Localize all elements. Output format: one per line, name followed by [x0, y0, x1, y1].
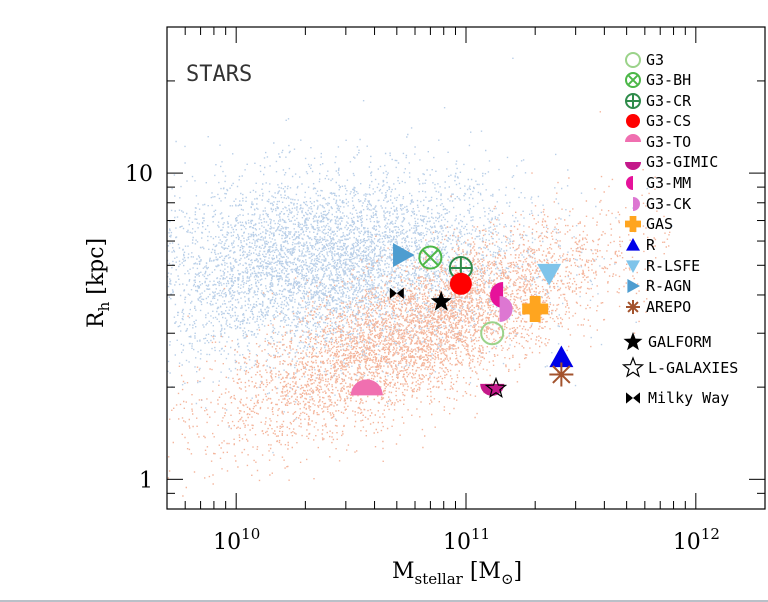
- legend-marker-l-galaxies: [621, 356, 645, 378]
- x-tick-label-base: 10: [213, 530, 241, 555]
- legend-item-l-galaxies: L-GALAXIES: [621, 356, 738, 378]
- legend-marker-g3-mm: [626, 176, 633, 190]
- marker-g3-ck: [499, 295, 513, 322]
- legend-item-milky-way: Milky Way: [626, 389, 729, 407]
- x-axis-label-unit-open: [M: [463, 559, 501, 584]
- x-axis-label-unit-close: ]: [514, 559, 523, 584]
- legend-item-arepo: AREPO: [626, 298, 691, 316]
- legend-label-gas: GAS: [646, 215, 673, 233]
- legend-marker-arepo: [626, 300, 640, 314]
- x-tick-label-base: 10: [443, 530, 471, 555]
- legend-label-g3-to: G3-TO: [646, 133, 691, 151]
- marker-galform: [430, 290, 452, 311]
- legend-label-r-lsfe: R-LSFE: [646, 257, 700, 275]
- legend-marker-g3-cr: [625, 93, 641, 109]
- y-axis-label: Rh [kpc]: [84, 238, 113, 328]
- x-axis-label: Mstellar [M⊙]: [392, 559, 522, 588]
- x-axis-label-sub: stellar: [415, 570, 464, 588]
- legend-label-galform: GALFORM: [648, 333, 711, 351]
- legend-item-g3-ck: G3-CK: [633, 195, 691, 213]
- marker-g3-to: [350, 379, 383, 396]
- legend-marker-r-agn: [627, 279, 640, 293]
- legend-item-g3-mm: G3-MM: [626, 174, 691, 192]
- x-axis-label-main: M: [392, 559, 415, 584]
- marker-g3-bh-ring: [418, 245, 443, 270]
- x-tick-label-base: 10: [673, 530, 701, 555]
- legend-marker-g3-cr-cross: [626, 94, 640, 108]
- legend-marker-g3-ck: [633, 197, 640, 211]
- legend-label-r: R: [646, 236, 656, 254]
- legend-label-g3-cs: G3-CS: [646, 112, 691, 130]
- legend-marker-g3-gimic: [625, 162, 641, 170]
- legend-item-g3-bh: G3-BH: [625, 71, 691, 89]
- legend-marker-g3-cs: [626, 114, 640, 128]
- legend-item-g3-cs: G3-CS: [626, 112, 691, 130]
- y-axis-label-unit: [kpc]: [84, 238, 109, 302]
- legend-item-gas: GAS: [625, 215, 673, 233]
- legend-label-arepo: AREPO: [646, 298, 691, 316]
- legend-item-r-lsfe: R-LSFE: [626, 257, 700, 275]
- data-markers: [350, 243, 574, 399]
- x-tick-label-11: 1011: [443, 525, 490, 555]
- x-tick-label-exponent: 10: [241, 525, 260, 543]
- legend-item-g3-to: G3-TO: [625, 133, 691, 151]
- legend-label-g3-ck: G3-CK: [646, 195, 691, 213]
- legend-marker-gas: [625, 216, 641, 232]
- marker-arepo: [549, 362, 574, 387]
- marker-l-galaxies: [484, 376, 508, 399]
- marker-g3-bh-cross: [421, 249, 439, 267]
- marker-g3-bh: [418, 245, 443, 270]
- y-tick-label-10: 10: [125, 162, 153, 187]
- legend-marker-g3-to: [625, 134, 641, 142]
- legend-item-r-agn: R-AGN: [627, 277, 691, 295]
- legend-label-g3: G3: [646, 51, 664, 69]
- panel-label: STARS: [186, 62, 252, 87]
- legend: G3 G3-BH G3-CR G3-CS G3-TO G3-GIMIC G3-MM G3-CK…: [621, 51, 738, 407]
- marker-g3: [480, 321, 505, 346]
- x-tick-label-12: 1012: [673, 525, 720, 555]
- marker-r: [549, 345, 574, 368]
- marker-r-agn: [393, 243, 415, 268]
- marker-gas: [522, 295, 549, 322]
- x-axis-label-unit-sub: ⊙: [501, 570, 514, 588]
- legend-marker-g3: [625, 52, 641, 68]
- background-point-clouds: [167, 57, 673, 497]
- legend-label-g3-gimic: G3-GIMIC: [646, 153, 718, 171]
- legend-item-g3-cr: G3-CR: [625, 92, 692, 110]
- x-tick-label-exponent: 11: [471, 525, 490, 543]
- legend-label-l-galaxies: L-GALAXIES: [648, 359, 738, 377]
- background-cloud-red: [167, 111, 671, 497]
- legend-item-r: R: [626, 236, 656, 254]
- marker-r-lsfe: [537, 263, 562, 286]
- legend-marker-r: [626, 238, 640, 251]
- legend-marker-g3-bh-ring: [625, 72, 641, 88]
- bottom-border: [0, 600, 768, 602]
- y-axis-label-main: R: [84, 310, 109, 328]
- background-cloud-dots-red: [167, 111, 671, 497]
- legend-marker-galform: [623, 332, 643, 351]
- x-tick-label-exponent: 12: [701, 525, 720, 543]
- y-tick-label-1: 1: [139, 468, 153, 493]
- legend-label-g3-cr: G3-CR: [646, 92, 692, 110]
- marker-g3-cs: [449, 272, 472, 295]
- legend-item-galform: GALFORM: [623, 332, 711, 351]
- y-axis-label-sub: h: [95, 301, 113, 311]
- legend-item-g3: G3: [625, 51, 664, 69]
- legend-marker-milky-way: [626, 392, 640, 404]
- legend-marker-g3-bh-cross: [627, 74, 639, 86]
- marker-milky-way: [389, 287, 404, 299]
- legend-marker-g3-bh: [625, 72, 641, 88]
- legend-item-g3-gimic: G3-GIMIC: [625, 153, 718, 171]
- x-tick-label-10: 1010: [213, 525, 260, 555]
- legend-label-g3-bh: G3-BH: [646, 71, 691, 89]
- legend-label-g3-mm: G3-MM: [646, 174, 691, 192]
- legend-label-milky-way: Milky Way: [648, 389, 729, 407]
- legend-marker-r-lsfe: [626, 260, 640, 273]
- legend-label-r-agn: R-AGN: [646, 277, 691, 295]
